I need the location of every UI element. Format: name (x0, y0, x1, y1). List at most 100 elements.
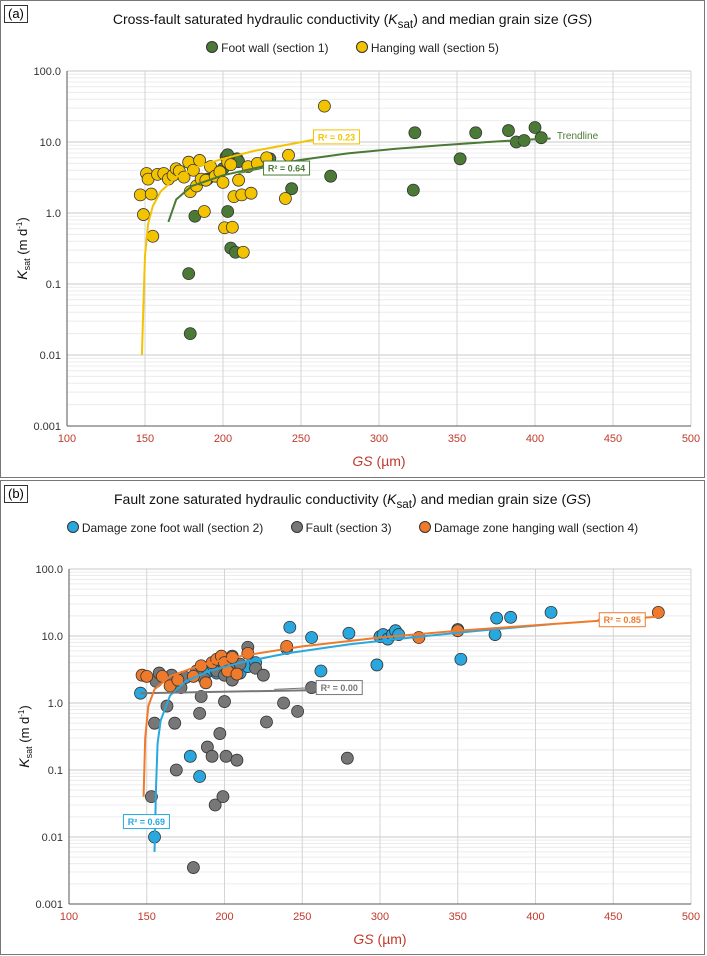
trendline-annotation: Trendline (557, 131, 599, 142)
y-tick-label: 0.001 (35, 899, 63, 911)
r2-label: R² = 0.23 (318, 132, 355, 142)
data-point (278, 192, 292, 205)
data-point (224, 158, 238, 172)
y-tick-label: 1.0 (46, 208, 61, 220)
data-point (216, 790, 230, 804)
data-point (406, 183, 420, 197)
x-tick-label: 150 (136, 433, 154, 445)
data-point (305, 631, 318, 644)
data-point (453, 152, 467, 166)
data-point (504, 610, 518, 624)
x-axis-label: GS (µm) (353, 931, 406, 947)
x-axis-label: GS (µm) (352, 453, 405, 469)
data-point (145, 790, 158, 804)
panel-a: (a) Cross-fault saturated hydraulic cond… (0, 0, 705, 478)
y-tick-label: 0.1 (48, 765, 63, 777)
legend-item-foot-wall: Foot wall (section 1) (206, 41, 328, 55)
data-point (528, 121, 542, 134)
data-point (469, 126, 483, 140)
data-point (144, 187, 158, 201)
data-point (183, 327, 197, 341)
y-tick-label: 0.1 (46, 279, 61, 291)
data-point (282, 148, 295, 162)
data-point (244, 186, 258, 200)
data-point (454, 652, 468, 666)
r2-leader-line (238, 167, 264, 174)
x-tick-label: 300 (371, 911, 389, 923)
panel-b: (b) Fault zone saturated hydraulic condu… (0, 480, 705, 955)
data-point (221, 205, 235, 218)
y-tick-label: 10.0 (42, 631, 63, 643)
x-tick-label: 150 (138, 911, 156, 923)
panel-label: (a) (4, 5, 28, 23)
x-tick-label: 500 (682, 911, 700, 923)
data-point (193, 706, 207, 720)
r2-label-box (122, 814, 170, 830)
data-point (182, 267, 196, 281)
data-point (324, 169, 338, 183)
data-point (277, 696, 290, 710)
r2-label-box (263, 160, 311, 176)
panel-label: (b) (4, 485, 28, 503)
data-point (194, 690, 208, 703)
data-point (502, 124, 515, 137)
x-tick-label: 200 (214, 433, 232, 445)
legend: Damage zone foot wall (section 2) Fault … (1, 521, 704, 535)
data-point (213, 727, 227, 740)
legend: Foot wall (section 1) Hanging wall (sect… (1, 41, 704, 55)
x-tick-label: 400 (526, 911, 544, 923)
data-point (168, 716, 182, 730)
data-point (186, 861, 200, 874)
data-point (285, 182, 299, 196)
data-point (230, 667, 244, 681)
x-tick-label: 450 (604, 911, 622, 923)
r2-label: R² = 0.85 (604, 615, 641, 625)
data-point (137, 208, 150, 221)
x-tick-label: 350 (449, 911, 467, 923)
trendline-foot-wall-section-1 (167, 137, 551, 223)
trendline-damage-zone-foot-wall-section-2 (153, 623, 552, 852)
data-point (651, 606, 665, 619)
x-tick-label: 500 (682, 433, 700, 445)
chart-title: Fault zone saturated hydraulic conductiv… (113, 491, 592, 511)
data-point (216, 175, 230, 189)
data-point (208, 798, 222, 812)
x-tick-label: 300 (370, 433, 388, 445)
x-tick-label: 250 (292, 433, 310, 445)
legend-item-fault: Fault (section 3) (290, 521, 392, 535)
data-point (544, 606, 558, 619)
r2-label: R² = 0.64 (268, 164, 305, 174)
r2-label-box (315, 680, 363, 696)
x-tick-label: 100 (60, 911, 78, 923)
x-tick-label: 100 (58, 433, 76, 445)
data-point (340, 751, 354, 765)
x-tick-label: 350 (448, 433, 466, 445)
legend-marker (355, 41, 368, 53)
trendline-damage-zone-hanging-wall-section-4 (142, 615, 660, 797)
y-tick-label: 100.0 (33, 66, 61, 78)
r2-leader-line (274, 687, 317, 690)
y-axis-label: Ksat (m d-1) (16, 705, 34, 767)
legend-marker (206, 41, 219, 53)
x-tick-label: 200 (215, 911, 233, 923)
data-point (205, 749, 219, 763)
data-point (148, 716, 161, 730)
data-point (219, 749, 233, 763)
data-point (225, 220, 239, 234)
data-point (197, 205, 211, 218)
y-tick-label: 100.0 (35, 564, 63, 576)
data-point (232, 173, 246, 187)
data-point (230, 753, 244, 767)
data-point (342, 626, 356, 640)
y-tick-label: 10.0 (40, 137, 61, 149)
data-point (314, 664, 328, 678)
data-point (408, 126, 422, 140)
legend-marker (66, 521, 79, 533)
data-point (317, 99, 331, 113)
legend-marker (290, 521, 303, 533)
r2-label: R² = 0.69 (128, 817, 165, 827)
y-tick-label: 0.01 (42, 832, 63, 844)
y-tick-label: 0.01 (40, 350, 61, 362)
